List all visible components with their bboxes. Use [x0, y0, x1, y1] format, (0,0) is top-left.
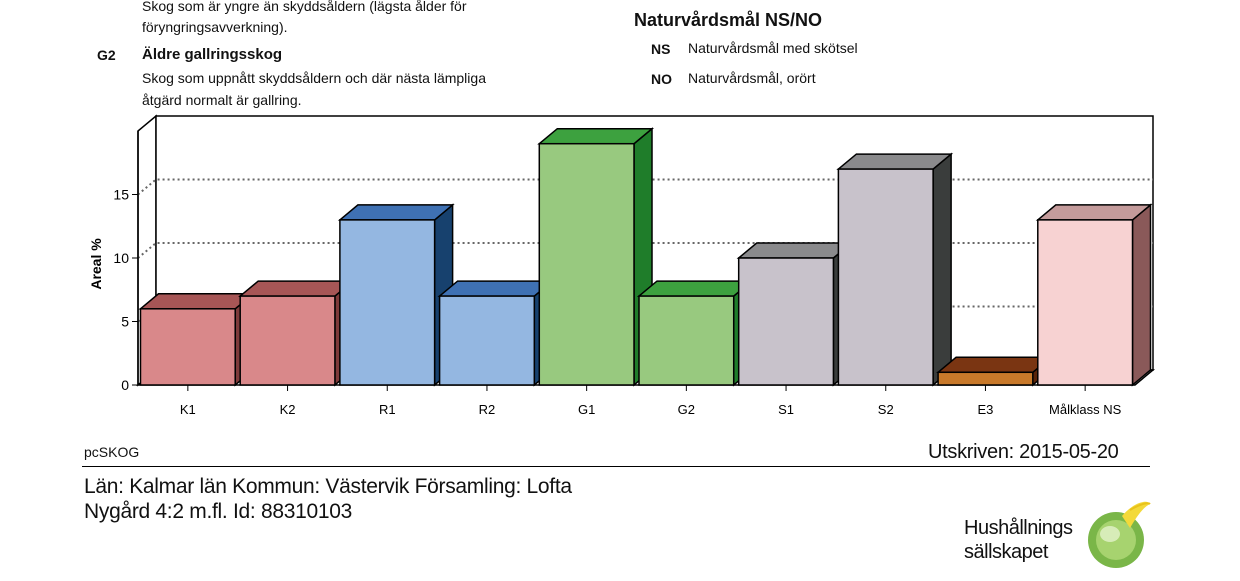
bar-r1	[337, 203, 455, 387]
g2-title: Äldre gallringsskog	[142, 46, 283, 63]
naturvard-heading: Naturvårdsmål NS/NO	[634, 10, 823, 30]
bar-front	[638, 295, 735, 386]
bar-top	[836, 153, 954, 170]
g1-description-line2: föryngringsavverkning).	[142, 19, 288, 35]
y-tick-label: 15	[113, 187, 129, 203]
logo-text-line2: sällskapet	[964, 541, 1048, 563]
software-name: pcSKOG	[84, 444, 140, 460]
y-axis-label: Areal %	[88, 238, 104, 290]
g2-description-line1: Skog som uppnått skyddsåldern och där nä…	[142, 70, 486, 86]
location-line: Län: Kalmar län Kommun: Västervik Försam…	[84, 475, 572, 498]
bar-side	[932, 152, 952, 387]
x-tick-label: E3	[977, 402, 993, 417]
x-tick-label: Målklass NS	[1049, 402, 1122, 417]
property-line: Nygård 4:2 m.fl. Id: 88310103	[84, 500, 352, 523]
chart-bars	[138, 127, 1153, 387]
bar-top	[437, 280, 555, 297]
x-tick-label: R1	[379, 402, 396, 417]
bar-front	[438, 295, 536, 386]
no-code: NO	[651, 71, 672, 87]
bar-front	[139, 308, 236, 386]
y-tick-label: 10	[113, 250, 129, 266]
bar-e3	[936, 355, 1053, 387]
bar-top	[537, 127, 655, 145]
y-tick-label: 5	[121, 314, 129, 330]
logo-text-line1: Hushållnings	[964, 517, 1073, 539]
bar-front	[737, 257, 835, 386]
footer-divider	[82, 466, 1150, 467]
bar-s2	[836, 152, 954, 387]
x-tick-label: R2	[479, 402, 496, 417]
bar-top	[736, 242, 854, 259]
leaf-emblem-icon	[1088, 501, 1151, 568]
bar-top	[337, 204, 455, 221]
x-tick-label: S1	[778, 402, 794, 417]
bar-chart: K1 K2 R1 R2 G1 G2 S1 S2 E3 Målklass NS 0 5 10 15 Areal…	[88, 114, 1156, 417]
bar-front	[937, 371, 1034, 386]
bar-front	[339, 219, 436, 386]
g2-code: G2	[97, 47, 116, 63]
x-tick-label: K2	[280, 402, 296, 417]
bar-top	[238, 280, 355, 297]
g1-description-line1: Skog som är yngre än skyddsåldern (lägst…	[142, 0, 467, 14]
print-date: Utskriven: 2015-05-20	[928, 441, 1119, 463]
bar-front	[239, 295, 336, 386]
bar-r2	[437, 279, 555, 387]
bar-side	[1131, 203, 1152, 387]
x-tick-label: K1	[180, 402, 196, 417]
bar-top	[138, 293, 256, 310]
bar-top	[636, 280, 754, 297]
bar-k2	[238, 279, 355, 387]
chart-axes: K1 K2 R1 R2 G1 G2 S1 S2 E3 Målklass NS 0 5 10 15 Areal…	[88, 131, 1122, 417]
bar-top	[936, 356, 1053, 374]
ns-label: Naturvårdsmål med skötsel	[688, 40, 858, 56]
bar-front	[538, 142, 635, 386]
bar-k1	[138, 292, 256, 387]
company-logo: Hushållnings sällskapet	[960, 498, 1160, 578]
x-tick-label: G1	[578, 402, 595, 417]
no-label: Naturvårdsmål, orört	[688, 70, 816, 86]
bar-målklass-ns	[1035, 203, 1153, 387]
g2-description-line2: åtgärd normalt är gallring.	[142, 92, 302, 108]
bar-front	[837, 168, 934, 386]
x-tick-label: S2	[878, 402, 894, 417]
bar-g2	[636, 279, 754, 387]
y-tick-label: 0	[121, 377, 129, 393]
bar-g1	[537, 127, 655, 387]
x-tick-label: G2	[678, 402, 695, 417]
ns-code: NS	[651, 41, 671, 57]
bar-top	[1035, 204, 1153, 221]
bar-s1	[736, 241, 854, 387]
bar-front	[1037, 219, 1134, 386]
